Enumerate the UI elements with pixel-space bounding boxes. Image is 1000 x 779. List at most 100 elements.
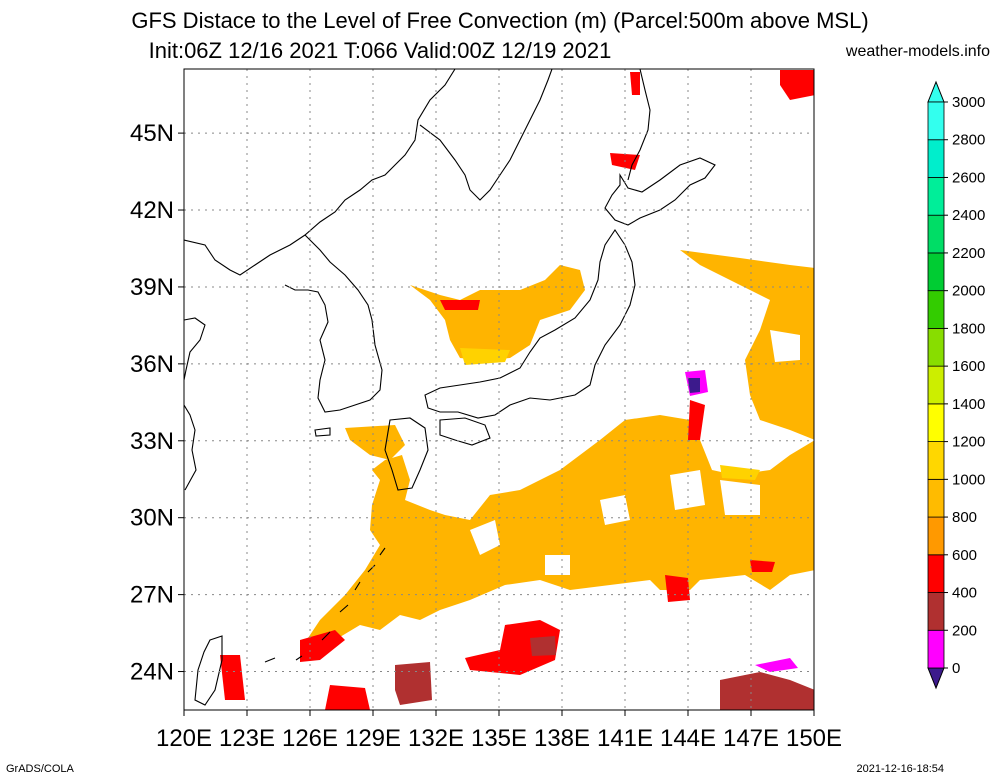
colorbar-swatch bbox=[927, 441, 945, 480]
colorbar-label: 1000 bbox=[952, 471, 985, 488]
lon-axis: 120E 123E 126E 129E 132E 135E 138E 141E 144E 147E… bbox=[156, 710, 842, 752]
lon-tick-label: 141E bbox=[597, 725, 653, 752]
coast-china-east bbox=[184, 317, 206, 491]
lat-tick-label: 42N bbox=[130, 197, 174, 224]
colorbar-low-arrow bbox=[927, 667, 945, 690]
field-red-2 bbox=[220, 655, 245, 700]
colorbar-swatch bbox=[927, 403, 945, 443]
colorbar-label: 600 bbox=[952, 547, 977, 564]
field-red-3 bbox=[325, 685, 370, 710]
colorbar-label: 2600 bbox=[952, 169, 985, 186]
colorbar-label: 2800 bbox=[952, 132, 985, 149]
coast-ryukyu bbox=[264, 547, 386, 663]
colorbar-swatch bbox=[927, 139, 945, 178]
grid bbox=[184, 69, 814, 710]
field-red-7 bbox=[750, 560, 775, 572]
colorbar-swatch bbox=[927, 629, 945, 669]
field-red-11 bbox=[630, 72, 640, 95]
lat-tick-label: 45N bbox=[130, 120, 174, 147]
field-hole-5 bbox=[545, 555, 570, 575]
lat-tick-label: 36N bbox=[130, 351, 174, 378]
coast-kyushu bbox=[384, 417, 429, 491]
lon-tick-label: 144E bbox=[660, 725, 716, 752]
field-brown-3 bbox=[530, 636, 556, 656]
colorbar-swatch bbox=[927, 516, 945, 556]
field-red-4 bbox=[300, 630, 345, 662]
colorbar-label: 1800 bbox=[952, 320, 985, 337]
colorbar-swatch bbox=[927, 290, 945, 329]
coast-korea bbox=[284, 234, 383, 413]
field-orange-ne bbox=[680, 250, 814, 440]
colorbar-swatch bbox=[927, 592, 945, 631]
lon-tick-label: 150E bbox=[786, 725, 842, 752]
field-hole-6 bbox=[770, 330, 800, 362]
lon-tick-label: 120E bbox=[156, 725, 212, 752]
colorbar-swatch bbox=[927, 365, 945, 405]
footer-right: 2021-12-16-18:54 bbox=[856, 763, 944, 775]
lon-tick-label: 135E bbox=[471, 725, 527, 752]
field-red-6 bbox=[688, 400, 705, 440]
field-hole-1 bbox=[470, 520, 500, 555]
coast-shikoku bbox=[439, 417, 491, 446]
lat-tick-label: 30N bbox=[130, 505, 174, 532]
colorbar-label: 2400 bbox=[952, 207, 985, 224]
coast-jeju bbox=[314, 427, 331, 437]
lon-tick-label: 129E bbox=[345, 725, 401, 752]
coastlines bbox=[184, 69, 716, 706]
field-yellow-1 bbox=[460, 348, 510, 365]
colorbar-swatch bbox=[927, 554, 945, 593]
footer-left: GrADS/COLA bbox=[6, 763, 74, 775]
colorbar-swatch bbox=[927, 177, 945, 216]
field-orange-strait bbox=[345, 425, 405, 460]
coast-mainland bbox=[184, 69, 456, 276]
field-layer bbox=[220, 70, 814, 710]
field-red-5 bbox=[665, 575, 690, 602]
field-yellow-2 bbox=[720, 465, 760, 480]
site-credit: weather-models.info bbox=[845, 43, 990, 60]
title-line-2: Init:06Z 12/16 2021 T:066 Valid:00Z 12/1… bbox=[148, 38, 612, 63]
colorbar: 0 200 400 600 800 1000 1200 1400 1600 1800 2000 220… bbox=[927, 80, 985, 690]
field-brown-1 bbox=[395, 662, 432, 705]
colorbar-swatch bbox=[927, 327, 945, 367]
field-red-9 bbox=[440, 300, 480, 310]
field-purple-1 bbox=[688, 378, 700, 393]
coast-russia bbox=[419, 69, 553, 201]
colorbar-label: 2000 bbox=[952, 283, 985, 300]
coast-taiwan bbox=[194, 635, 223, 706]
field-orange-soj bbox=[410, 265, 585, 360]
lat-axis: 45N 42N 39N 36N 33N 30N 27N 24N bbox=[130, 120, 184, 686]
colorbar-label: 0 bbox=[952, 660, 960, 677]
colorbar-label: 1400 bbox=[952, 396, 985, 413]
field-hole-4 bbox=[720, 480, 760, 515]
colorbar-label: 200 bbox=[952, 622, 977, 639]
colorbar-high-arrow bbox=[927, 80, 945, 103]
lat-tick-label: 24N bbox=[130, 659, 174, 686]
coast-honshu bbox=[424, 229, 636, 419]
lat-tick-label: 27N bbox=[130, 582, 174, 609]
field-red-8 bbox=[780, 70, 814, 100]
title-line-1: GFS Distace to the Level of Free Convect… bbox=[131, 8, 869, 33]
colorbar-swatch bbox=[927, 478, 945, 518]
colorbar-label: 400 bbox=[952, 585, 977, 602]
colorbar-label: 3000 bbox=[952, 94, 985, 111]
lon-tick-label: 132E bbox=[408, 725, 464, 752]
lon-tick-label: 126E bbox=[282, 725, 338, 752]
colorbar-label: 800 bbox=[952, 509, 977, 526]
coast-hokkaido bbox=[604, 157, 716, 226]
field-magenta-1 bbox=[755, 658, 798, 672]
colorbar-label: 2200 bbox=[952, 245, 985, 262]
field-brown-2 bbox=[720, 672, 814, 710]
lat-tick-label: 39N bbox=[130, 274, 174, 301]
plot-frame bbox=[183, 68, 815, 711]
colorbar-swatch bbox=[927, 101, 945, 141]
colorbar-label: 1600 bbox=[952, 358, 985, 375]
lon-tick-label: 147E bbox=[723, 725, 779, 752]
lon-tick-label: 123E bbox=[219, 725, 275, 752]
colorbar-swatch bbox=[927, 214, 945, 254]
colorbar-swatch bbox=[927, 252, 945, 292]
colorbar-label: 1200 bbox=[952, 434, 985, 451]
field-red-1 bbox=[465, 620, 560, 675]
lat-tick-label: 33N bbox=[130, 428, 174, 455]
lon-tick-label: 138E bbox=[534, 725, 590, 752]
